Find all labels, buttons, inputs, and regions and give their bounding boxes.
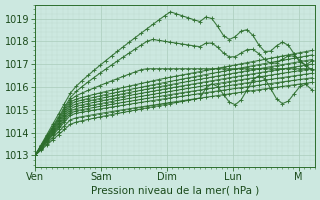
X-axis label: Pression niveau de la mer( hPa ): Pression niveau de la mer( hPa ) [91, 185, 259, 195]
